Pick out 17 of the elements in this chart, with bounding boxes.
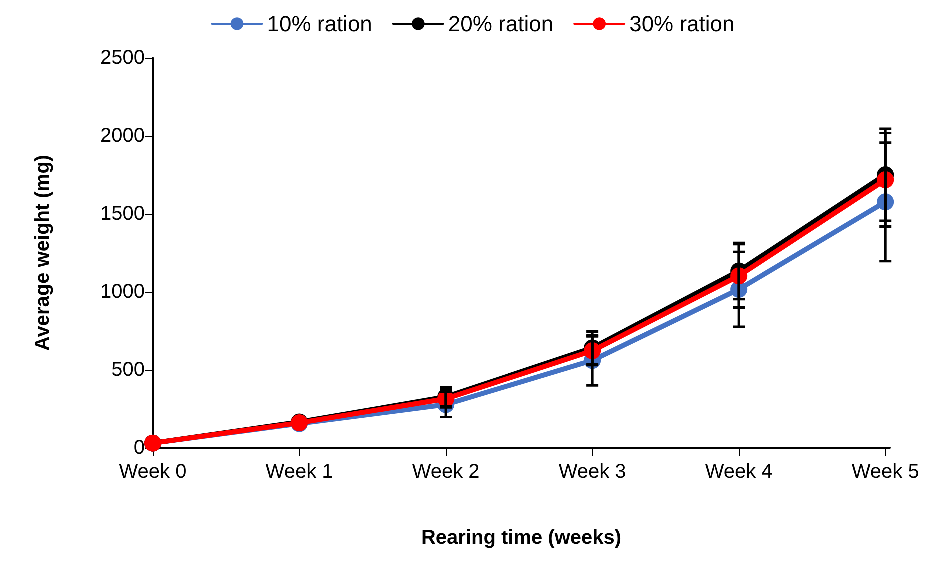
- x-tick-label: Week 4: [705, 461, 773, 483]
- x-tick-label: Week 5: [852, 461, 920, 483]
- legend-label: 30% ration: [630, 12, 735, 36]
- x-tick-label: Week 1: [266, 461, 334, 483]
- y-tick-label: 1000: [100, 281, 145, 303]
- legend-label: 10% ration: [267, 12, 372, 36]
- x-tick-label: Week 3: [558, 461, 626, 483]
- y-tick-label: 2000: [100, 125, 145, 147]
- y-tick-label: 0: [134, 437, 145, 459]
- x-tick-label: Week 0: [119, 461, 187, 483]
- y-tick-label: 1500: [100, 203, 145, 225]
- x-tick-label: Week 2: [412, 461, 480, 483]
- y-axis-title: Average weight (mg): [32, 155, 54, 351]
- legend-label: 20% ration: [448, 12, 554, 36]
- x-axis-title: Rearing time (weeks): [421, 527, 622, 549]
- y-tick-label: 500: [112, 359, 145, 381]
- y-tick-label: 2500: [100, 47, 145, 69]
